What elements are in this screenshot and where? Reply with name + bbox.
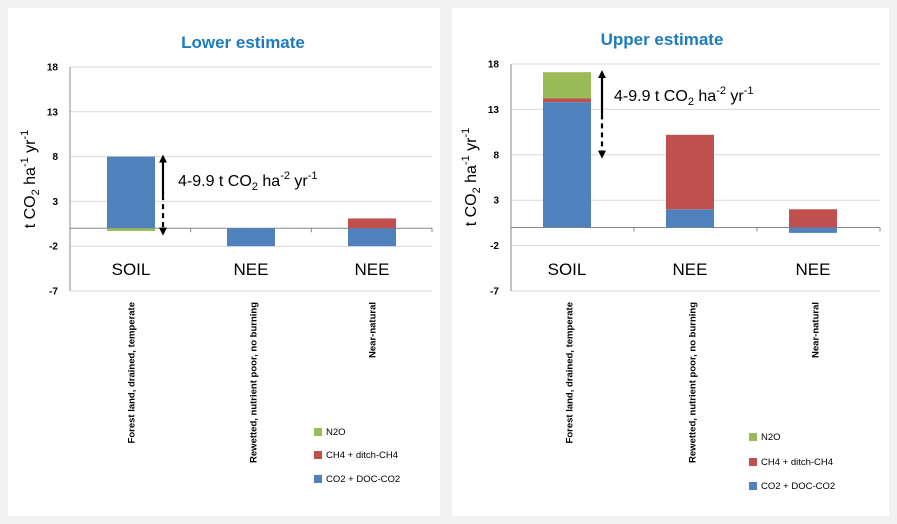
chart-title-0: Lower estimate [181,33,305,52]
y-tick-label: -2 [49,242,58,253]
y-tick-label: -7 [490,287,499,298]
y-tick-label: 13 [488,105,500,116]
category-short-label: NEE [673,260,708,279]
y-tick-label: 18 [488,60,500,71]
legend-label: CO2 + DOC-CO2 [326,474,400,485]
legend-swatch-co2 [749,482,757,490]
y-tick-label: -2 [490,241,499,252]
category-short-label: SOIL [112,260,151,279]
annotation-text: 4-9.9 t CO2 ha-2 yr-1 [178,170,318,193]
legend-swatch-ch4 [314,451,322,459]
category-label: Forest land, drained, temperate [127,302,138,443]
bar-co2-1 [227,228,275,247]
legend-label: CH4 + ditch-CH4 [326,450,398,461]
legend-label: N2O [761,432,781,443]
bar-ch4-2 [348,218,396,229]
annotation-text: 4-9.9 t CO2 ha-2 yr-1 [614,85,754,108]
y-tick-label: 13 [47,107,59,118]
category-label: Near-natural [368,302,379,358]
y-tick-label: 8 [493,150,499,161]
chart-title-1: Upper estimate [601,30,724,49]
category-short-label: NEE [234,260,269,279]
bar-co2-2 [789,227,837,233]
bar-n2o-0 [543,72,591,99]
bar-co2-2 [348,228,396,247]
category-short-label: NEE [355,260,390,279]
legend-label: N2O [326,427,346,438]
bar-ch4-0 [543,98,591,103]
category-label: Rewetted, nutrient poor, no burning [688,302,699,463]
legend-swatch-ch4 [749,458,757,466]
y-tick-label: 3 [493,196,499,207]
y-axis-label: t CO2 ha-1 yr-1 [19,130,42,229]
category-short-label: NEE [796,260,831,279]
bar-ch4-1 [666,134,714,210]
category-short-label: SOIL [548,260,587,279]
panel-left-background [8,8,440,516]
y-tick-label: -7 [49,287,58,298]
category-label: Rewetted, nutrient poor, no burning [249,302,260,463]
y-tick-label: 18 [47,63,59,74]
y-tick-label: 8 [52,152,58,163]
legend-swatch-co2 [314,475,322,483]
bar-n2o-0 [107,228,155,231]
bar-co2-0 [107,156,155,229]
legend-swatch-n2o [749,433,757,441]
bar-co2-0 [543,102,591,228]
legend-label: CH4 + ditch-CH4 [761,457,833,468]
y-axis-label: t CO2 ha-1 yr-1 [460,128,483,227]
legend-swatch-n2o [314,428,322,436]
category-label: Forest land, drained, temperate [565,302,576,443]
category-label: Near-natural [811,302,822,358]
bar-ch4-2 [789,209,837,228]
panel-right-background [452,8,889,516]
legend-label: CO2 + DOC-CO2 [761,481,835,492]
bar-co2-1 [666,209,714,228]
y-tick-label: 3 [52,197,58,208]
